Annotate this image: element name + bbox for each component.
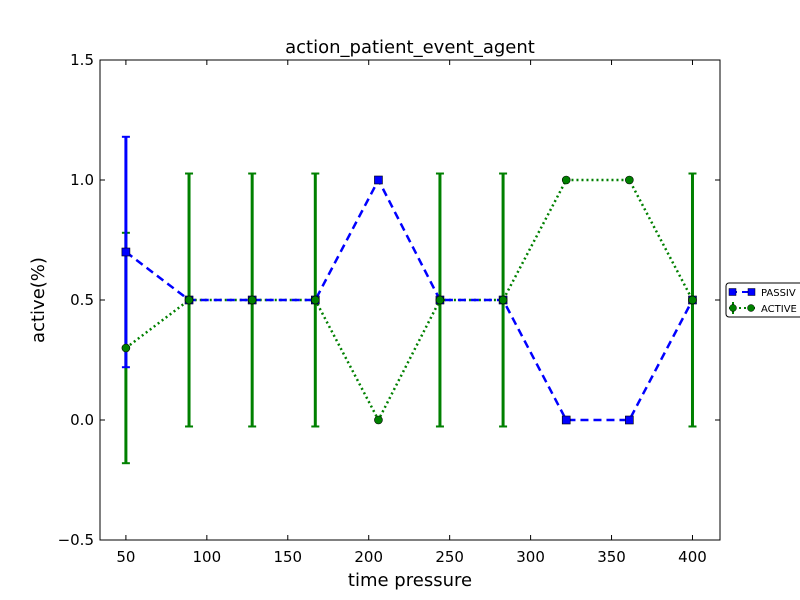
chart-title: action_patient_event_agent (285, 37, 535, 58)
x-tick-label: 300 (516, 548, 545, 566)
legend-marker (728, 288, 737, 296)
legend-label: ACTIVE (761, 304, 797, 315)
legend: PASSIV ACTIVE (725, 282, 800, 318)
data-point (247, 295, 257, 305)
x-tick-label: 400 (678, 548, 707, 566)
y-tick-label: 0.5 (70, 291, 94, 309)
x-tick-label: 50 (116, 548, 135, 566)
data-point (374, 175, 383, 185)
ticks: 50 100 150 200 250 300 350 400 −0.5 0.0 0.5 1.0 1.5 (58, 51, 720, 566)
legend-marker (747, 304, 755, 312)
data-point (561, 175, 571, 185)
data-point (121, 247, 131, 257)
data-point (625, 415, 634, 425)
x-tick-label: 100 (193, 548, 222, 566)
y-tick-label: 1.5 (70, 51, 94, 69)
x-tick-label: 200 (354, 548, 383, 566)
legend-marker (747, 288, 756, 296)
y-tick-label: −0.5 (58, 531, 94, 549)
x-axis-label: time pressure (348, 570, 472, 591)
y-axis-label: active(%) (28, 257, 49, 343)
data-point (688, 295, 697, 305)
data-point (311, 295, 320, 305)
data-point (121, 343, 131, 353)
data-point (374, 415, 383, 425)
plot-border (99, 59, 721, 541)
x-tick-label: 250 (435, 548, 464, 566)
y-tick-label: 1.0 (70, 171, 94, 189)
data-point (498, 295, 508, 305)
legend-label: PASSIV (761, 288, 796, 299)
data-point (561, 415, 571, 425)
series-line (125, 177, 694, 422)
y-tick-label: 0.0 (70, 411, 94, 429)
x-tick-label: 150 (273, 548, 302, 566)
markers-active (121, 175, 697, 425)
x-tick-label: 350 (597, 548, 626, 566)
legend-marker (729, 304, 737, 312)
data-point (435, 295, 445, 305)
data-point (184, 295, 194, 305)
series-layer (121, 135, 697, 465)
legend-entry: ACTIVE (729, 302, 797, 315)
data-point (625, 175, 634, 185)
legend-entry: PASSIV (728, 288, 796, 299)
